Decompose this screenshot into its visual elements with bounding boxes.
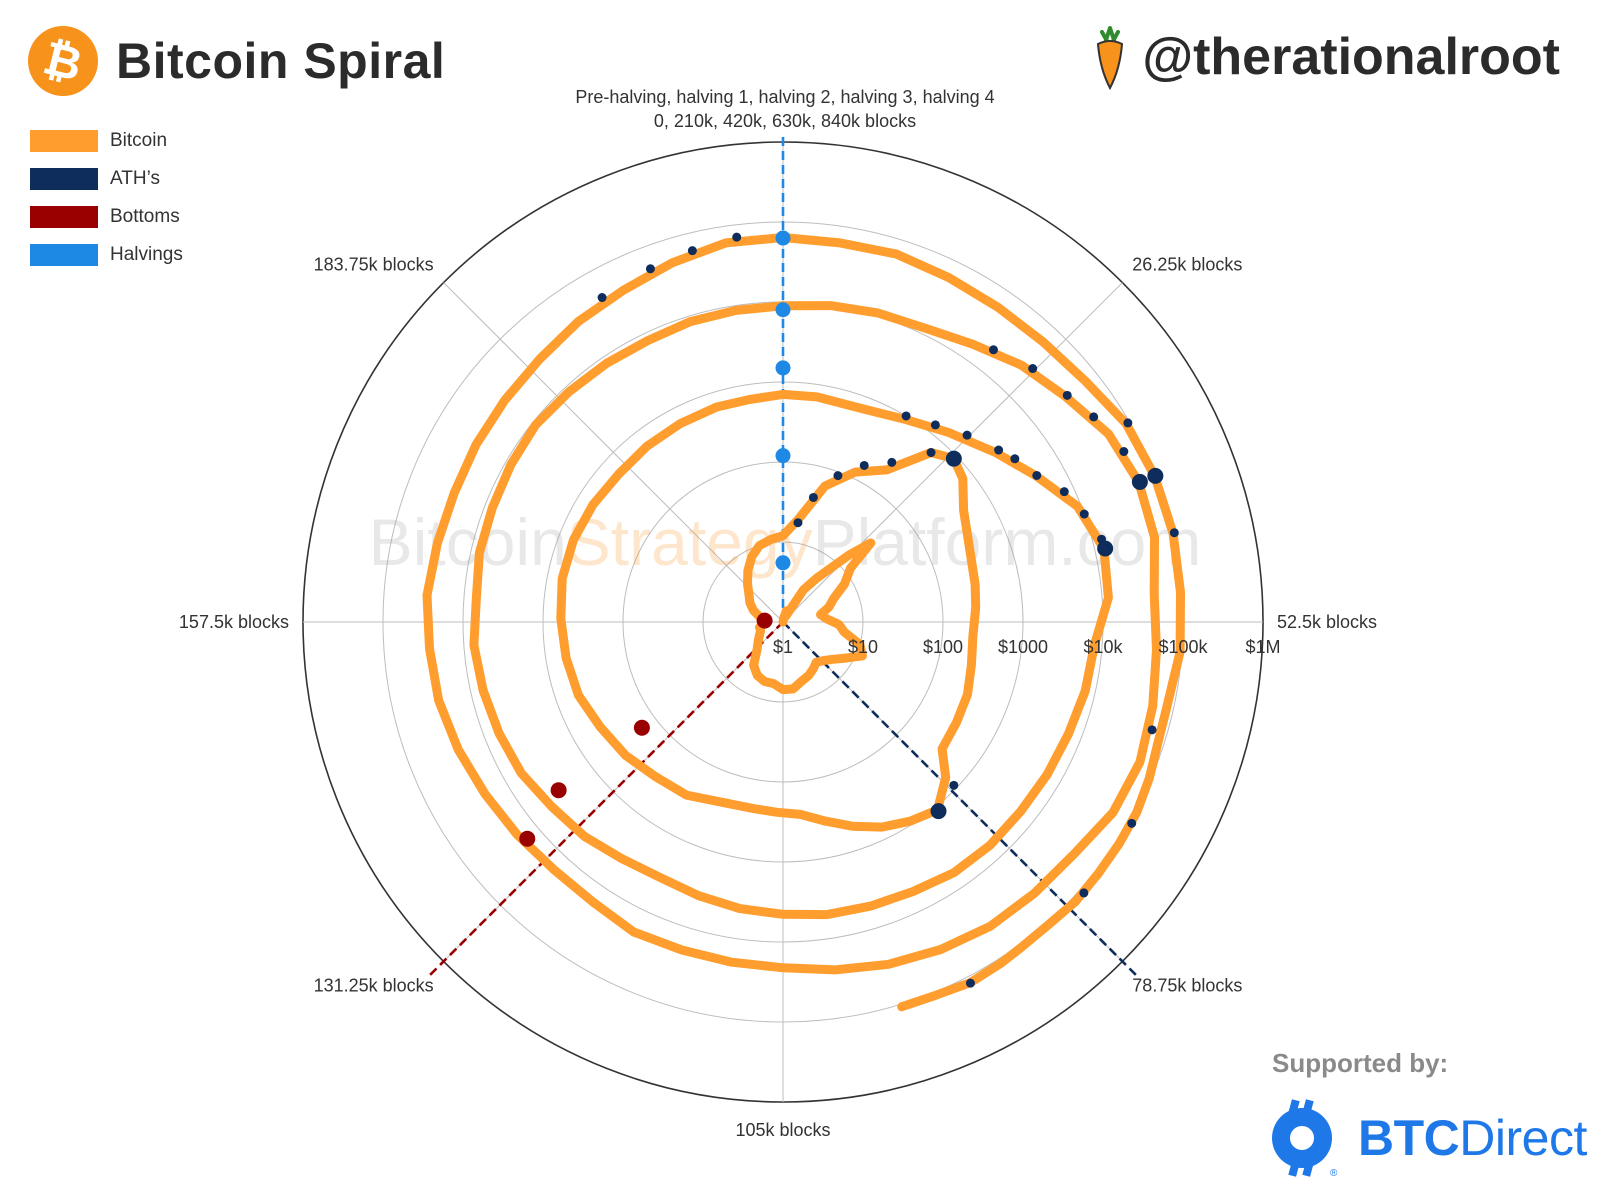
legend-swatch <box>30 244 98 266</box>
page-title: Bitcoin Spiral <box>116 33 446 89</box>
angular-axis-label: 131.25k blocks <box>314 975 434 995</box>
ath-series <box>597 232 1179 988</box>
ath-cycle-top-point <box>1147 467 1164 484</box>
legend-item-bottoms[interactable]: Bottoms <box>30 198 183 236</box>
btc-direct-wordmark: BTCDirect <box>1358 1110 1587 1166</box>
carrot-icon <box>1097 26 1124 90</box>
ath-point <box>808 492 818 502</box>
watermark: BitcoinStrategyPlatform.com <box>369 505 1202 579</box>
ath-cycle-top-point <box>1131 473 1148 490</box>
ath-point <box>1028 364 1038 374</box>
ath-point <box>1079 888 1089 898</box>
halving-point <box>775 230 791 246</box>
ath-cycle-top-point <box>930 803 947 820</box>
btc-direct-logo[interactable]: ® BTCDirect <box>1268 1098 1587 1178</box>
ath-point <box>1127 818 1137 828</box>
ath-point <box>1169 528 1179 538</box>
angular-axis-label: 183.75k blocks <box>314 255 434 275</box>
chart-legend: Bitcoin ATH’s Bottoms Halvings <box>30 122 183 274</box>
halving-point <box>775 302 791 318</box>
radial-tick-label: $100k <box>1158 637 1208 657</box>
supported-by-text: Supported by: <box>1272 1048 1449 1078</box>
author-handle: @therationalroot <box>1092 24 1560 90</box>
top-annotation-line-1: Pre-halving, halving 1, halving 2, halvi… <box>575 87 994 107</box>
bottoms-series <box>519 612 773 847</box>
halving-point <box>775 448 791 464</box>
ath-point <box>965 978 975 988</box>
angular-axis-label: 52.5k blocks <box>1277 612 1377 632</box>
ath-point <box>1123 418 1133 428</box>
ath-point <box>994 445 1004 455</box>
bitcoin-logo-icon: ₿ <box>20 18 106 104</box>
ath-point <box>1119 447 1129 457</box>
handle-text: @therationalroot <box>1142 28 1560 86</box>
ath-point <box>988 345 998 355</box>
ath-point <box>1010 454 1020 464</box>
ath-point <box>1059 487 1069 497</box>
ath-cycle-top-point <box>945 450 962 467</box>
ath-point <box>1079 509 1089 519</box>
radial-tick-label: $1M <box>1245 637 1280 657</box>
ath-point <box>887 457 897 467</box>
bitcoin-series <box>422 233 1185 1012</box>
bottom-point <box>756 612 773 629</box>
btc-direct-icon: ® <box>1272 1099 1338 1178</box>
ath-point <box>1032 470 1042 480</box>
bottom-point <box>550 782 567 799</box>
legend-swatch <box>30 206 98 228</box>
halving-point <box>775 555 791 571</box>
ath-point <box>926 448 936 458</box>
ath-point <box>930 420 940 430</box>
ath-point <box>732 232 742 242</box>
ath-point <box>1147 725 1157 735</box>
halving-dots <box>775 230 791 571</box>
ath-point <box>901 411 911 421</box>
halving-point <box>775 360 791 376</box>
angular-axis-label: 26.25k blocks <box>1132 255 1242 275</box>
axis-labels: 52.5k blocks 26.25k blocks 78.75k blocks 10… <box>179 255 1377 1140</box>
angular-axis-label: 157.5k blocks <box>179 612 289 632</box>
radial-tick-label: $1000 <box>998 637 1048 657</box>
registered-mark: ® <box>1330 1168 1338 1178</box>
bottom-point <box>519 830 536 847</box>
legend-label: Halvings <box>110 244 183 265</box>
radial-tick-label: $100 <box>923 637 963 657</box>
ath-cycle-top-point <box>1097 540 1114 557</box>
ath-point <box>597 293 607 303</box>
angular-axis-label: 105k blocks <box>735 1120 830 1140</box>
legend-item-bitcoin[interactable]: Bitcoin <box>30 122 183 160</box>
legend-swatch <box>30 168 98 190</box>
grid-spoke <box>443 282 784 623</box>
legend-label: Bitcoin <box>110 130 168 151</box>
ath-point <box>1062 390 1072 400</box>
bitcoin-price-path <box>422 233 1185 1012</box>
angular-axis-label: 78.75k blocks <box>1132 975 1242 995</box>
ath-point <box>949 780 959 790</box>
ath-point <box>859 460 869 470</box>
legend-label: ATH’s <box>110 168 160 189</box>
legend-label: Bottoms <box>110 206 180 227</box>
sponsor-label: Supported by: <box>1272 1048 1448 1079</box>
ath-point <box>1089 412 1099 422</box>
legend-item-aths[interactable]: ATH’s <box>30 160 183 198</box>
chart-header: ₿ Bitcoin Spiral <box>20 18 446 104</box>
bottom-point <box>633 719 650 736</box>
legend-item-halvings[interactable]: Halvings <box>30 236 183 274</box>
ath-point <box>687 246 697 256</box>
ath-point <box>793 518 803 528</box>
reference-lines <box>429 134 1137 976</box>
legend-swatch <box>30 130 98 152</box>
ath-point <box>833 471 843 481</box>
top-annotation-line-2: 0, 210k, 420k, 630k, 840k blocks <box>654 111 916 131</box>
ath-point <box>962 430 972 440</box>
radial-tick-label: $1 <box>773 637 793 657</box>
radial-tick-label: $10 <box>848 637 878 657</box>
radial-tick-label: $10k <box>1083 637 1123 657</box>
ath-point <box>645 264 655 274</box>
